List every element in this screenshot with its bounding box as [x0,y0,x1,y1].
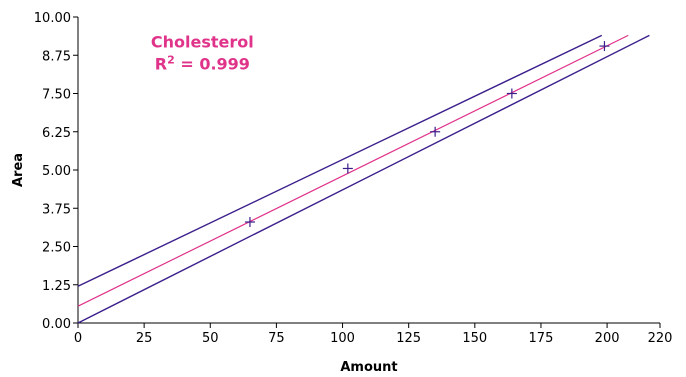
r-squared-superscript: 2 [167,54,175,67]
data-points [244,41,610,228]
y-tick-label: 2.50 [42,241,71,256]
data-point [599,41,610,52]
confidence-lower-line [77,34,650,324]
y-tick-label: 10.00 [34,11,71,26]
r-squared-value: = 0.999 [175,55,250,74]
y-axis-ticks: 0.00 1.25 2.50 3.75 5.00 6.25 7.50 8.75 10.00 [34,11,78,332]
annotation-r-squared: R2 = 0.999 [155,54,250,74]
data-point [244,217,255,228]
fit-line [77,34,629,307]
x-tick-label: 175 [529,331,554,346]
x-axis-label: Amount [340,360,397,375]
x-tick-label: 200 [595,331,620,346]
x-tick-label: 25 [136,331,153,346]
y-tick-label: 6.25 [42,126,71,141]
annotation: Cholesterol R2 = 0.999 [151,33,254,74]
x-tick-label: 100 [330,331,355,346]
data-point [506,88,517,99]
confidence-upper-line [77,34,603,287]
y-tick-label: 0.00 [42,317,71,332]
y-axis-label: Area [11,153,26,187]
data-point [430,126,441,137]
y-tick-label: 1.25 [42,279,71,294]
x-axis-ticks: 0 25 50 75 100 125 150 175 200 220 [74,323,673,346]
y-tick-label: 3.75 [42,202,71,217]
x-tick-label: 50 [202,331,219,346]
regression-lines [77,34,650,324]
y-tick-label: 8.75 [42,49,71,64]
r-squared-label: R [155,55,167,74]
y-tick-label: 5.00 [42,164,71,179]
x-tick-label: 0 [74,331,82,346]
annotation-series-name: Cholesterol [151,33,254,52]
x-tick-label: 220 [648,331,673,346]
x-tick-label: 75 [268,331,285,346]
x-tick-label: 150 [462,331,487,346]
data-point [342,163,353,174]
y-tick-label: 7.50 [42,88,71,103]
x-tick-label: 125 [396,331,421,346]
